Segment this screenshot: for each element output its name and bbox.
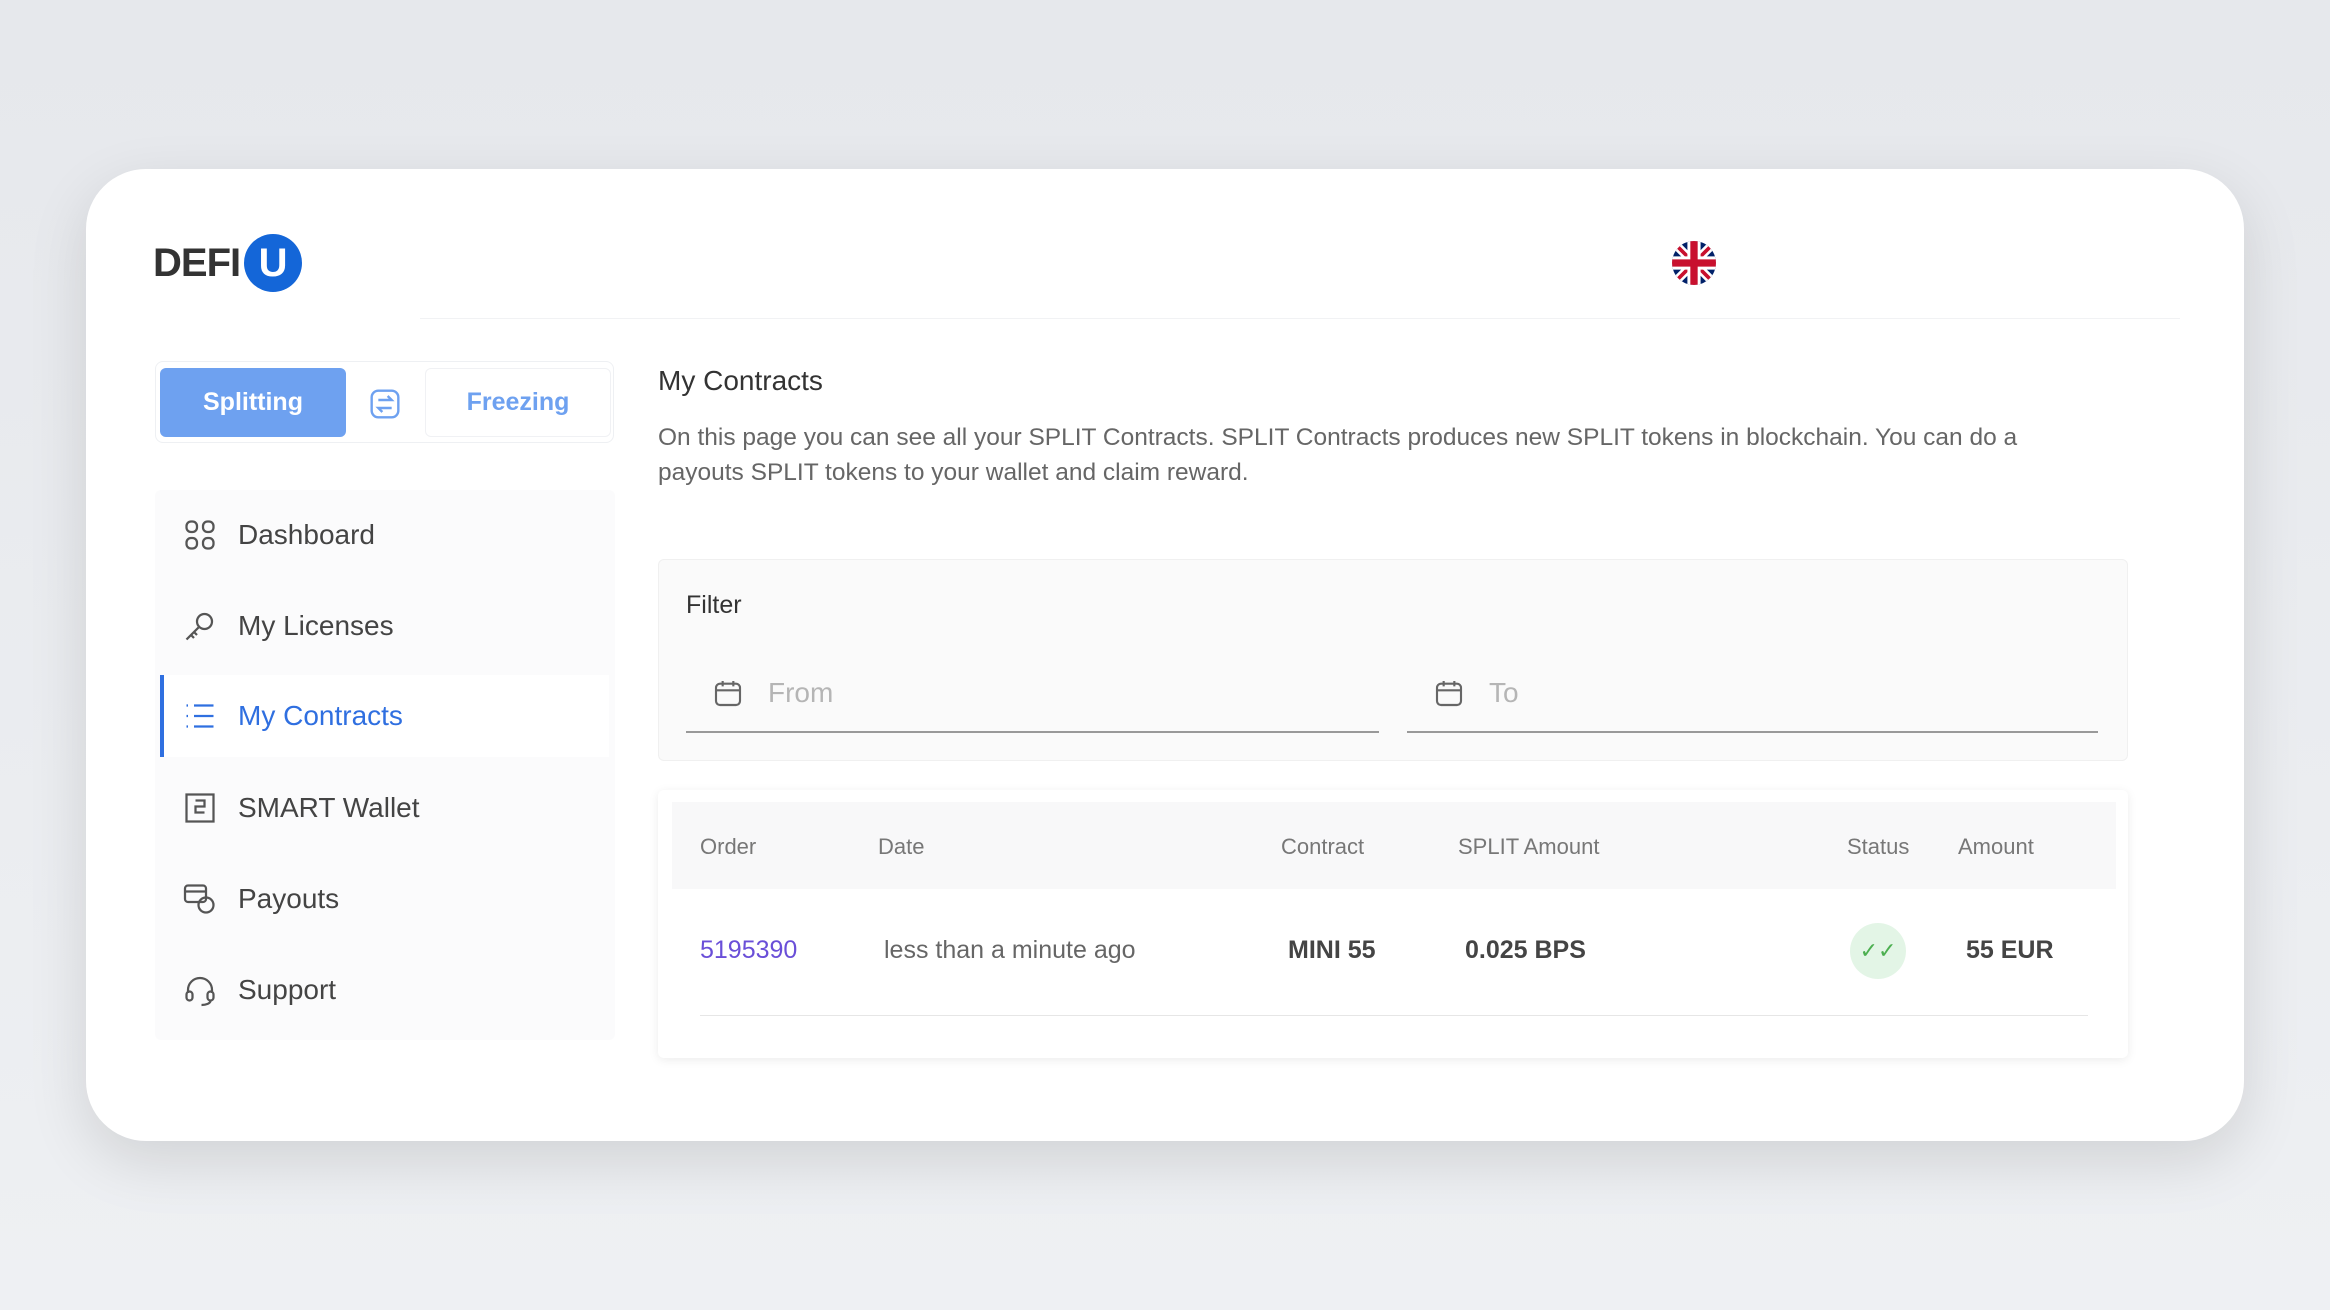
sidebar-item-dashboard[interactable]: Dashboard bbox=[160, 494, 609, 576]
column-header-date[interactable]: Date bbox=[878, 834, 925, 859]
calendar-icon bbox=[714, 680, 742, 706]
column-header-status[interactable]: Status bbox=[1847, 834, 1910, 859]
from-date-field[interactable] bbox=[686, 654, 1379, 733]
payouts-icon bbox=[183, 884, 215, 914]
logo[interactable]: DEFI U bbox=[153, 234, 303, 292]
split-amount-cell: 0.025 BPS bbox=[1465, 936, 1586, 964]
to-date-input[interactable] bbox=[1489, 676, 1989, 709]
order-link[interactable]: 5195390 bbox=[700, 936, 798, 964]
to-date-field[interactable] bbox=[1407, 654, 2098, 733]
freezing-button[interactable]: Freezing bbox=[425, 368, 611, 437]
header-divider bbox=[420, 318, 2180, 319]
list-icon bbox=[186, 704, 214, 728]
filter-label: Filter bbox=[686, 591, 742, 619]
uk-flag-icon[interactable] bbox=[1672, 241, 1716, 285]
amount-cell: 55 EUR bbox=[1966, 936, 2054, 964]
mode-toggle bbox=[155, 361, 614, 443]
table-header bbox=[672, 802, 2116, 889]
sidebar-item-my-contracts[interactable]: My Contracts bbox=[160, 675, 609, 757]
sidebar-item-my-licenses[interactable]: My Licenses bbox=[160, 585, 609, 667]
column-header-contract[interactable]: Contract bbox=[1281, 834, 1365, 859]
contract-cell: MINI 55 bbox=[1288, 936, 1376, 964]
page-description: On this page you can see all your SPLIT … bbox=[658, 424, 2018, 486]
status-completed-icon: ✓✓ bbox=[1850, 923, 1906, 979]
page-title: My Contracts bbox=[658, 365, 823, 396]
splitting-button[interactable]: Splitting bbox=[160, 368, 346, 437]
filter-panel bbox=[658, 559, 2128, 761]
key-icon bbox=[185, 612, 214, 641]
wallet-icon bbox=[185, 793, 215, 823]
column-header-order[interactable]: Order bbox=[700, 834, 757, 859]
column-header-split-amount[interactable]: SPLIT Amount bbox=[1458, 834, 1600, 859]
sidebar-item-smart-wallet[interactable]: SMART Wallet bbox=[160, 767, 609, 849]
from-date-input[interactable] bbox=[768, 676, 1268, 709]
headset-icon bbox=[185, 976, 215, 1007]
row-divider bbox=[700, 1015, 2088, 1016]
sidebar-item-payouts[interactable]: Payouts bbox=[160, 858, 609, 940]
calendar-icon bbox=[1435, 680, 1463, 706]
column-header-amount[interactable]: Amount bbox=[1958, 834, 2034, 859]
date-cell: less than a minute ago bbox=[884, 936, 1136, 964]
sidebar-item-support[interactable]: Support bbox=[160, 949, 609, 1031]
sidebar bbox=[155, 490, 615, 1040]
swap-icon[interactable] bbox=[369, 388, 401, 420]
grid-icon bbox=[185, 520, 215, 550]
